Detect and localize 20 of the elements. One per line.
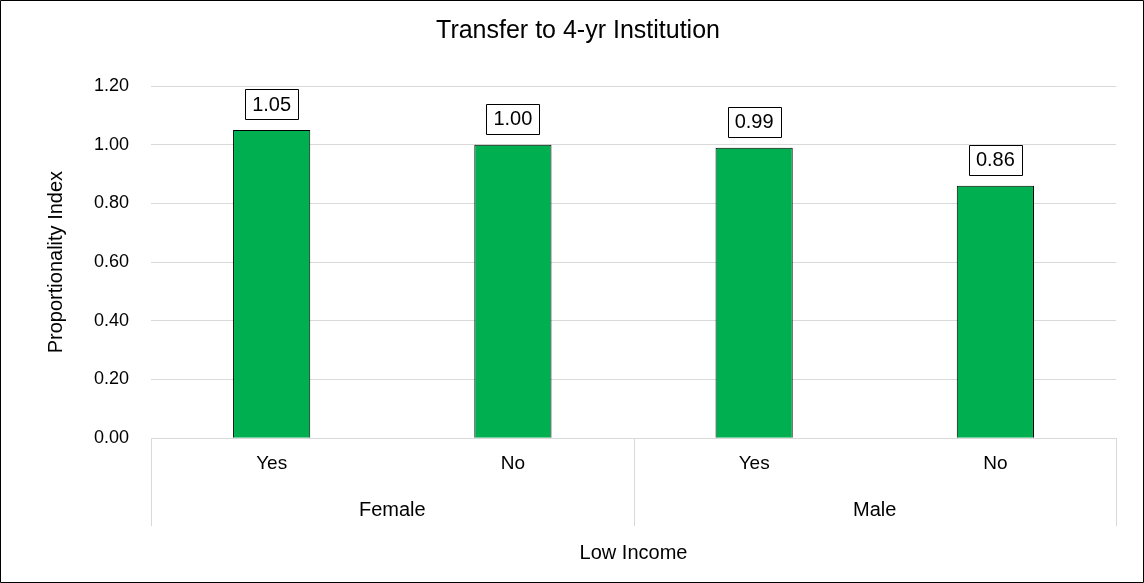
x-axis-title: Low Income	[579, 540, 688, 563]
y-tick-label: 0.60	[93, 251, 130, 272]
data-label: 0.86	[975, 148, 1015, 171]
y-axis-title: Proportionality Index	[43, 170, 66, 354]
y-tick-label: 0.40	[93, 309, 130, 330]
x-tick-label: No	[500, 451, 526, 473]
y-tick-label: 1.20	[93, 74, 130, 95]
y-tick-label: 1.00	[93, 133, 130, 154]
data-label: 1.05	[252, 92, 292, 115]
data-label: 1.00	[493, 107, 533, 130]
x-tick-label: Yes	[256, 451, 288, 473]
x-tick-label: No	[983, 451, 1008, 473]
y-tick-label: 0.00	[93, 427, 130, 448]
text: Male	[853, 497, 897, 520]
y-tick-label: 0.80	[93, 192, 130, 213]
data-label: 0.99	[734, 110, 774, 133]
chart-title: Transfer to 4-yr Institution	[436, 14, 720, 43]
y-tick-label: 0.20	[93, 368, 130, 389]
x-tick-label: Yes	[738, 451, 770, 473]
text: Female	[358, 497, 426, 520]
